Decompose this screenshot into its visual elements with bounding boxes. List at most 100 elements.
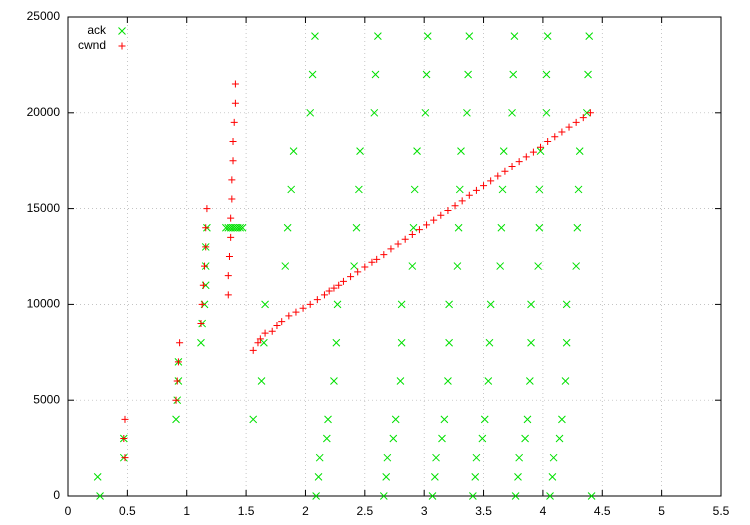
point — [289, 147, 298, 155]
point — [236, 223, 245, 232]
point — [229, 157, 237, 165]
x-tick-label: 2 — [302, 504, 309, 518]
point — [299, 304, 307, 312]
point — [333, 300, 342, 309]
point — [548, 472, 557, 481]
point — [415, 226, 423, 234]
point — [496, 262, 505, 270]
point — [587, 492, 596, 500]
x-tick-label: 4.5 — [594, 504, 611, 518]
point — [313, 296, 321, 304]
point — [257, 377, 266, 385]
point — [515, 158, 523, 166]
point — [199, 281, 207, 289]
point — [397, 338, 406, 347]
point — [354, 268, 362, 276]
point — [508, 108, 516, 117]
point — [561, 377, 570, 385]
point — [465, 32, 474, 41]
point — [573, 223, 582, 232]
x-tick-label: 3.5 — [475, 504, 492, 518]
point — [350, 262, 358, 270]
point — [387, 245, 395, 253]
x-tick-label: 2.5 — [356, 504, 373, 518]
legend-marker — [118, 27, 126, 35]
point — [172, 415, 180, 424]
point — [231, 80, 239, 88]
point — [352, 223, 361, 232]
point — [432, 453, 440, 462]
point — [238, 223, 247, 232]
point — [306, 300, 314, 308]
point — [227, 233, 235, 241]
point — [445, 300, 453, 309]
point — [283, 223, 292, 232]
point — [202, 243, 210, 251]
point — [254, 339, 262, 347]
point — [586, 109, 594, 117]
point — [174, 358, 182, 366]
point — [558, 415, 566, 424]
point — [228, 195, 236, 203]
point — [423, 221, 431, 229]
point — [339, 277, 347, 285]
point — [96, 492, 104, 500]
point — [228, 176, 236, 184]
point — [421, 108, 430, 117]
point — [121, 454, 129, 462]
point — [558, 128, 566, 136]
point — [224, 291, 232, 299]
point — [497, 223, 506, 232]
x-tick-label: 5.5 — [713, 504, 730, 518]
point — [229, 138, 237, 146]
y-tick-label: 0 — [53, 488, 60, 502]
point — [380, 251, 388, 259]
point — [335, 281, 343, 289]
point — [382, 472, 391, 481]
point — [486, 300, 495, 309]
point — [451, 202, 459, 210]
point — [202, 224, 210, 232]
point — [409, 223, 418, 232]
point — [383, 453, 392, 462]
point — [546, 492, 554, 500]
point — [287, 185, 296, 194]
point — [464, 70, 472, 79]
point — [201, 262, 209, 270]
point — [572, 118, 580, 126]
point — [389, 434, 398, 443]
point — [437, 211, 445, 219]
point — [585, 32, 594, 41]
point — [440, 415, 449, 424]
point — [469, 492, 477, 500]
point — [453, 262, 462, 270]
point — [510, 32, 519, 41]
point — [268, 327, 276, 335]
point — [292, 308, 300, 316]
point — [172, 396, 180, 404]
point — [525, 377, 534, 385]
point — [579, 114, 587, 122]
point — [562, 338, 571, 347]
y-tick-label: 20000 — [27, 105, 61, 119]
point — [523, 415, 532, 424]
legend-marker — [118, 42, 126, 50]
point — [480, 415, 489, 424]
point — [311, 32, 319, 41]
point — [273, 321, 281, 329]
point — [438, 434, 446, 443]
x-tick-label: 1 — [183, 504, 190, 518]
point — [549, 453, 558, 462]
point — [176, 339, 184, 347]
point — [508, 162, 516, 170]
point — [521, 434, 529, 443]
point — [394, 240, 402, 248]
point — [457, 147, 465, 155]
point — [480, 182, 488, 190]
legend-label: cwnd — [78, 38, 106, 52]
point — [511, 492, 520, 500]
point — [472, 186, 480, 194]
point — [522, 153, 530, 161]
point — [527, 300, 535, 309]
